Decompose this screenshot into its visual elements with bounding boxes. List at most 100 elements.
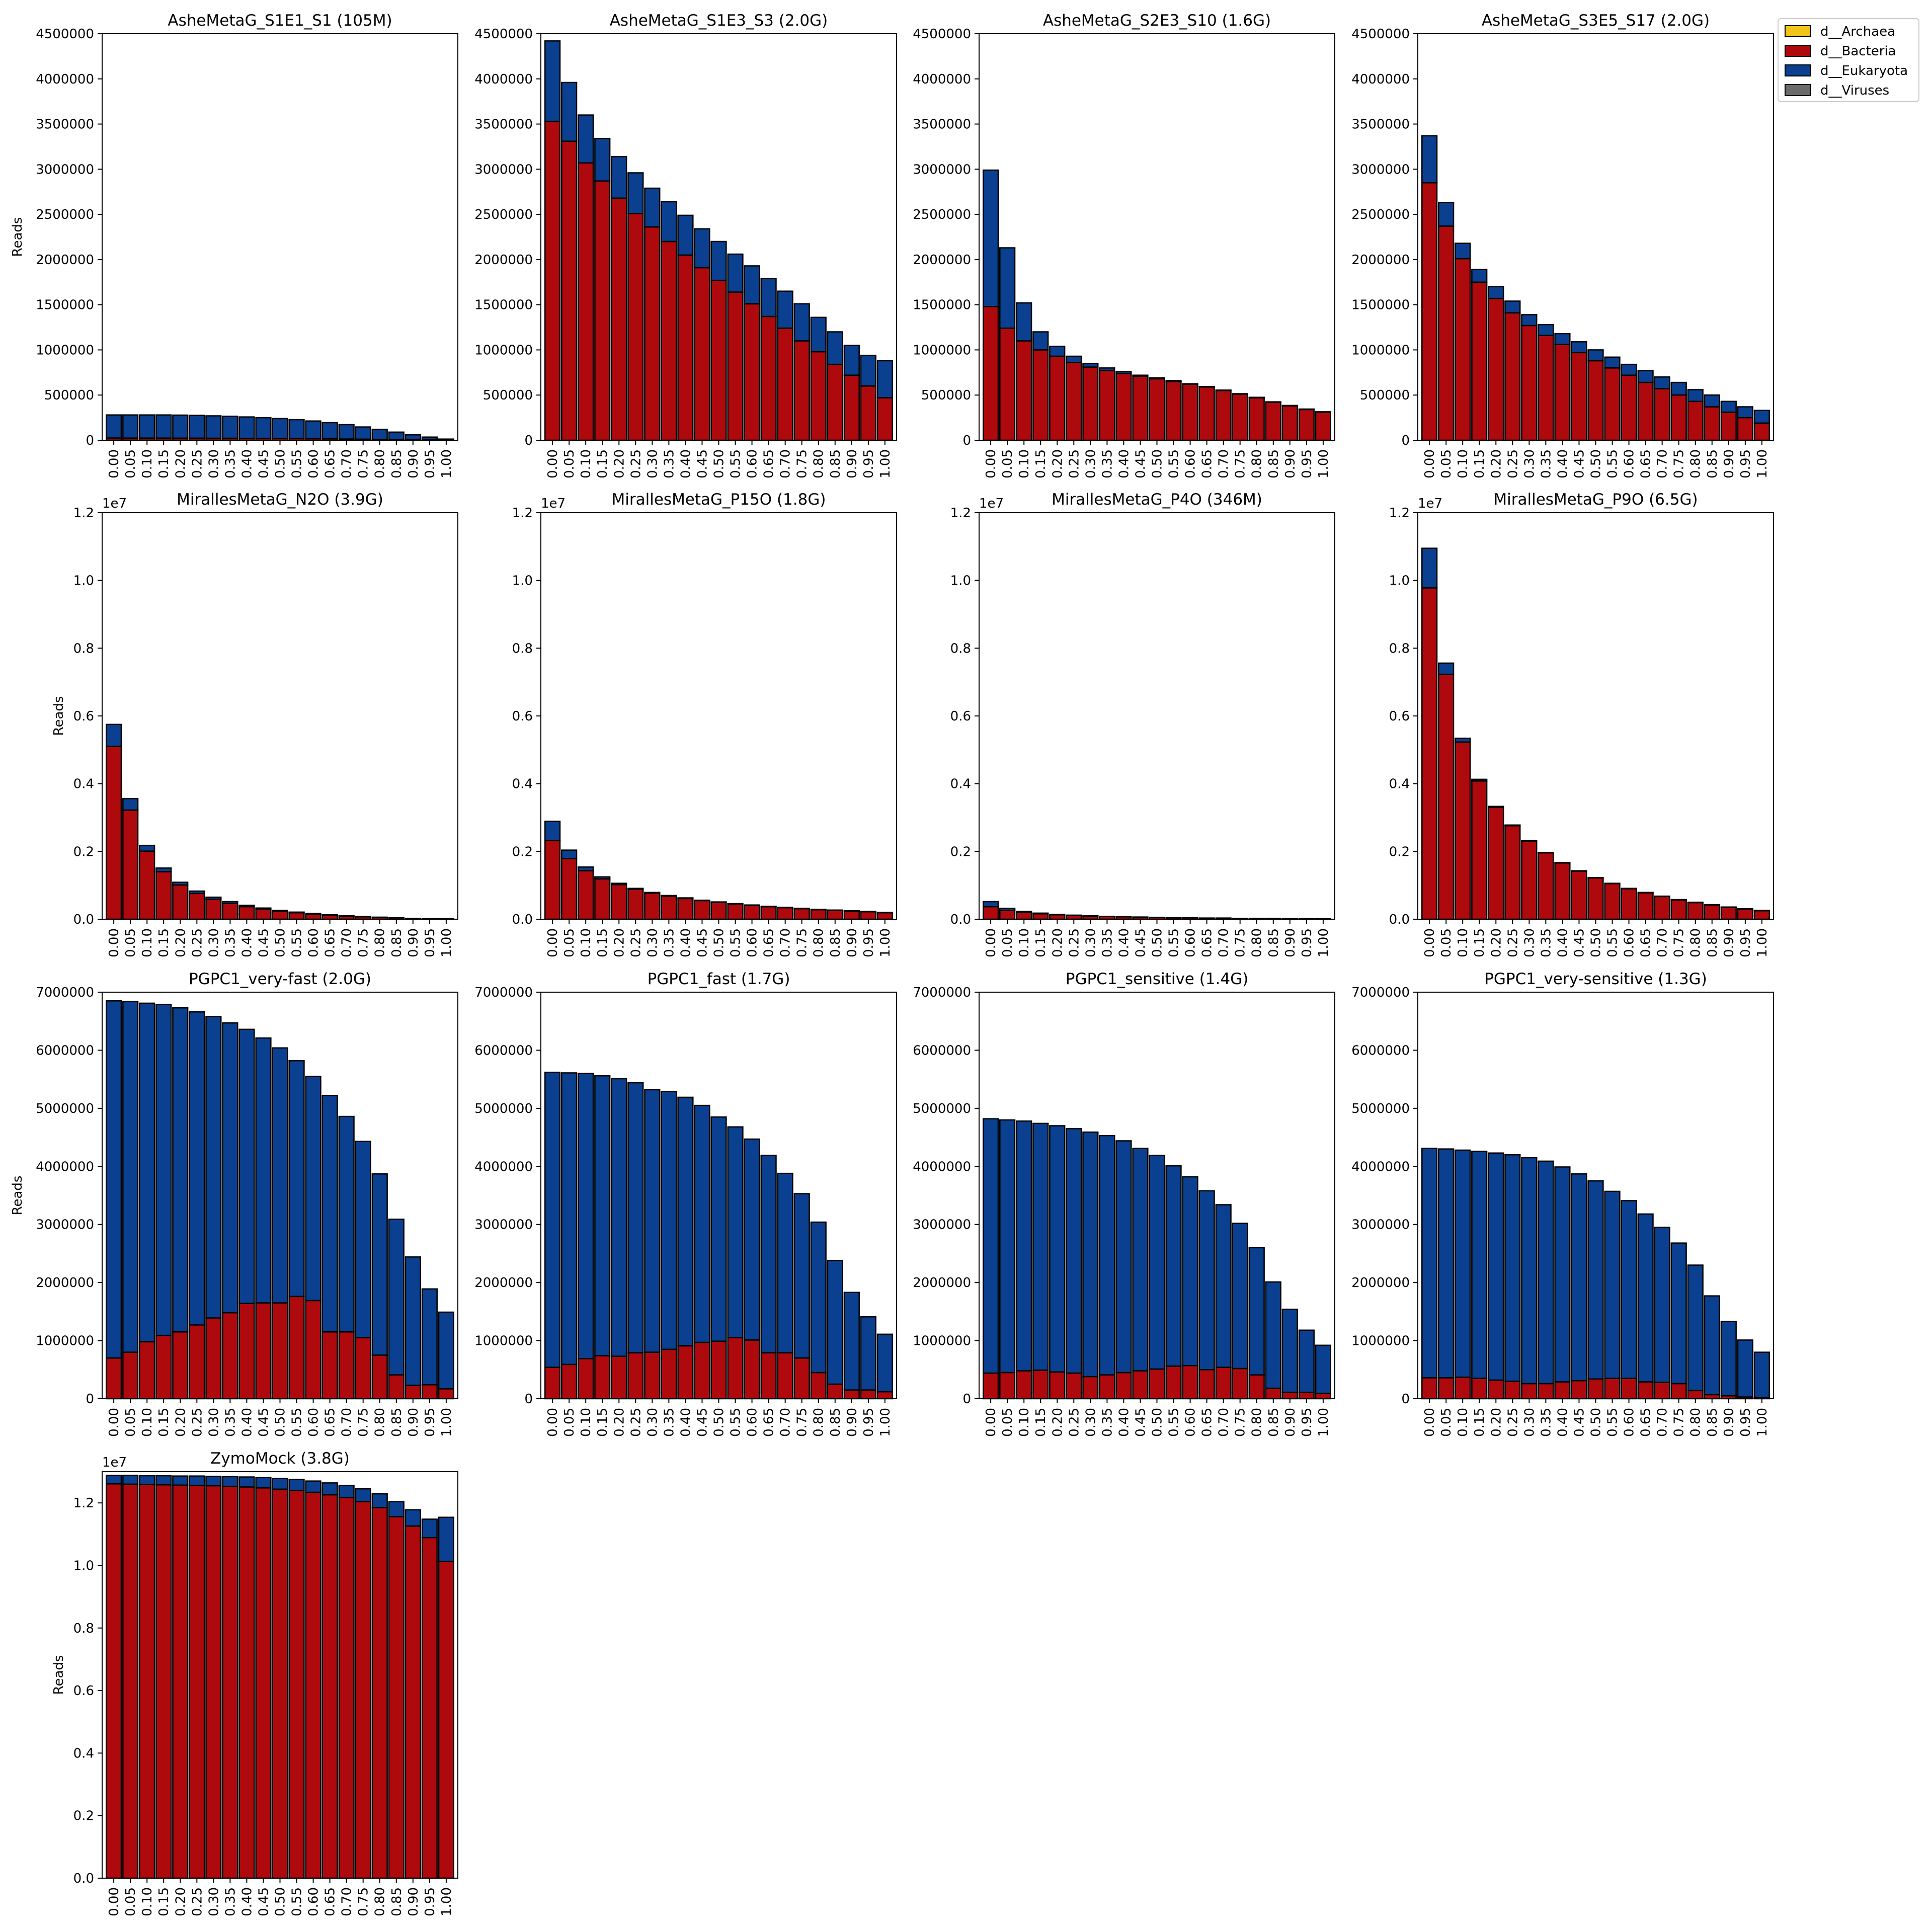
x-tick-label: 0.70 [1217, 928, 1232, 957]
x-tick-label: 0.85 [1705, 449, 1720, 478]
bar-dbacteria-0.05 [122, 1483, 139, 1879]
bar-deukaryota-0.10 [139, 1475, 155, 1485]
plot-frame [102, 1471, 458, 1879]
y-tick-label: 1000000 [913, 1334, 971, 1349]
bar-dbacteria-0.85 [827, 910, 843, 920]
bar-dbacteria-0.70 [338, 1497, 355, 1879]
bar-dbacteria-0.90 [405, 1385, 421, 1400]
bar-deukaryota-0.20 [172, 881, 189, 886]
bar-dbacteria-0.30 [1082, 1376, 1099, 1400]
bar-deukaryota-0.50 [272, 910, 288, 912]
bar-dbacteria-1.00 [1753, 910, 1770, 920]
x-tick-label: 0.05 [1000, 1408, 1015, 1437]
bar-deukaryota-0.20 [172, 1007, 189, 1333]
x-tick-label: 0.15 [1472, 1408, 1487, 1437]
x-tick-label: 0.45 [256, 928, 271, 957]
subplot-title: PGPC1_very-sensitive (1.3G) [1484, 970, 1707, 988]
bar-dbacteria-0.00 [983, 906, 999, 920]
y-offset-label: 1e7 [541, 496, 566, 511]
bar-deukaryota-0.50 [710, 240, 727, 281]
x-tick-label: 0.80 [373, 1887, 388, 1916]
subplot-title: PGPC1_sensitive (1.4G) [1066, 970, 1248, 988]
y-tick-label: 1.2 [950, 506, 971, 521]
bar-deukaryota-0.40 [677, 214, 694, 256]
plot-frame [102, 992, 458, 1399]
bar-deukaryota-0.50 [1587, 349, 1604, 362]
bar-deukaryota-0.45 [255, 1037, 272, 1304]
bar-deukaryota-0.50 [272, 418, 288, 439]
bar-dbacteria-0.50 [1149, 1368, 1165, 1400]
bar-dbacteria-0.00 [544, 840, 561, 920]
bar-deukaryota-0.95 [421, 1288, 438, 1386]
x-tick-label: 0.95 [861, 1408, 876, 1437]
bar-dbacteria-0.30 [1521, 1383, 1538, 1400]
bar-deukaryota-0.55 [288, 419, 305, 440]
bar-dbacteria-0.20 [1049, 1371, 1066, 1400]
bar-deukaryota-0.05 [1438, 1148, 1455, 1379]
bar-deukaryota-0.40 [1554, 333, 1571, 345]
bar-dbacteria-0.55 [288, 1490, 305, 1879]
bar-deukaryota-0.95 [421, 1518, 438, 1539]
y-tick-label: 0.2 [512, 844, 533, 859]
bar-dbacteria-0.40 [677, 254, 694, 441]
bar-deukaryota-0.60 [744, 265, 760, 305]
bar-deukaryota-0.65 [1198, 1190, 1215, 1371]
bar-dbacteria-0.25 [1504, 825, 1521, 920]
bar-deukaryota-0.70 [777, 290, 793, 329]
bar-deukaryota-0.55 [1604, 882, 1621, 884]
bar-deukaryota-0.25 [189, 415, 205, 439]
bar-deukaryota-0.35 [1538, 324, 1554, 336]
y-tick-label: 2000000 [36, 253, 94, 268]
bars [983, 169, 1331, 441]
bar-deukaryota-0.05 [999, 908, 1016, 911]
subplot-title: AsheMetaG_S3E5_S17 (2.0G) [1482, 12, 1710, 30]
y-tick-label: 3000000 [913, 1218, 971, 1233]
bar-dbacteria-0.30 [205, 1317, 222, 1400]
bar-dbacteria-0.95 [421, 1537, 438, 1879]
bar-deukaryota-0.25 [627, 888, 644, 890]
bar-deukaryota-0.70 [1654, 376, 1670, 389]
bar-deukaryota-0.55 [1165, 380, 1182, 382]
y-tick-label: 1500000 [36, 298, 94, 313]
bar-dbacteria-0.35 [1099, 370, 1115, 441]
legend-swatch-deukaryota [1785, 64, 1811, 76]
y-tick-label: 0.0 [73, 912, 94, 927]
x-tick-label: 0.75 [356, 928, 371, 957]
x-tick-label: 0.60 [745, 1408, 760, 1437]
bar-dbacteria-0.20 [1488, 1379, 1504, 1400]
x-tick-label: 0.40 [239, 1408, 255, 1437]
bar-deukaryota-0.65 [321, 1095, 338, 1333]
bar-dbacteria-0.20 [1049, 355, 1066, 441]
x-tick-label: 0.60 [745, 449, 760, 478]
x-tick-label: 0.85 [1266, 928, 1281, 957]
x-tick-label: 0.45 [1133, 449, 1148, 478]
bar-dbacteria-0.50 [1587, 1378, 1604, 1400]
subplot-title: AsheMetaG_S1E1_S1 (105M) [168, 12, 392, 30]
bar-deukaryota-0.65 [760, 1155, 777, 1354]
x-tick-label: 0.40 [678, 928, 693, 957]
x-tick-label: 0.70 [1217, 449, 1232, 478]
bar-dbacteria-0.05 [1438, 225, 1455, 441]
plot-frame [540, 512, 897, 920]
bar-dbacteria-0.25 [189, 893, 205, 920]
y-tick-label: 0 [86, 433, 94, 448]
y-tick-label: 1000000 [36, 343, 94, 358]
x-tick-label: 0.95 [1738, 1408, 1753, 1437]
x-tick-label: 0.45 [256, 449, 271, 478]
x-tick-label: 0.90 [1283, 928, 1298, 957]
y-tick-label: 7000000 [36, 985, 94, 1000]
bar-deukaryota-0.85 [388, 431, 405, 440]
bars [1421, 547, 1770, 920]
x-tick-label: 0.40 [678, 1408, 693, 1437]
bar-deukaryota-0.00 [983, 169, 999, 307]
bar-deukaryota-0.35 [661, 1091, 677, 1350]
bar-dbacteria-0.35 [222, 1485, 238, 1879]
bar-dbacteria-0.90 [1281, 1392, 1298, 1400]
bar-deukaryota-0.40 [238, 1028, 255, 1304]
bar-dbacteria-0.15 [594, 1355, 611, 1400]
bar-dbacteria-0.00 [106, 1357, 122, 1400]
y-tick-label: 1.2 [1389, 506, 1410, 521]
x-tick-label: 0.35 [662, 449, 677, 478]
bar-dbacteria-0.05 [1438, 673, 1455, 920]
bar-dbacteria-0.45 [694, 900, 710, 920]
